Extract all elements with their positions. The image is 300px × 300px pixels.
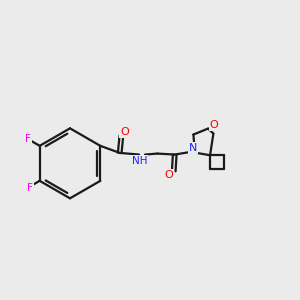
Text: F: F	[27, 183, 33, 193]
Text: F: F	[25, 134, 31, 145]
Text: O: O	[120, 127, 129, 137]
Text: NH: NH	[132, 156, 147, 166]
Text: N: N	[189, 143, 198, 153]
Text: O: O	[164, 169, 173, 180]
Text: O: O	[210, 120, 218, 130]
